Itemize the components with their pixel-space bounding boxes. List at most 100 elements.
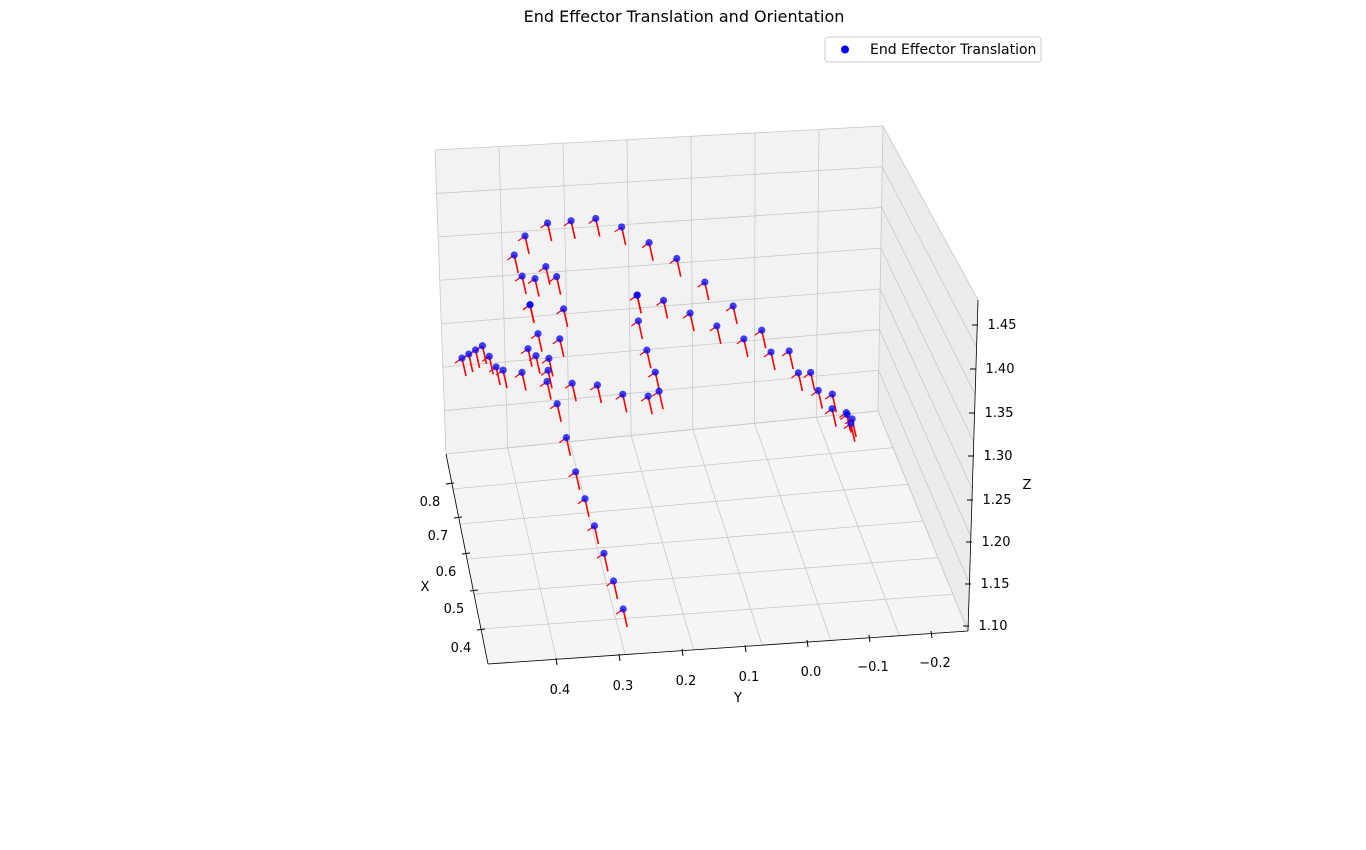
- translation-points: [458, 214, 856, 613]
- data-point: [518, 368, 526, 376]
- x-tick-mark: [461, 552, 471, 555]
- data-point: [659, 296, 668, 304]
- data-point: [673, 254, 681, 263]
- x-axis-label: X: [421, 580, 430, 595]
- grid-line: [562, 143, 570, 442]
- grid-line: [466, 520, 924, 560]
- data-point: [465, 350, 473, 358]
- x-tick-label: 0.7: [428, 529, 449, 544]
- data-point: [848, 415, 856, 423]
- data-point: [544, 366, 552, 374]
- grid-line: [690, 136, 694, 430]
- grid-line: [881, 166, 977, 348]
- grid-line: [498, 146, 509, 448]
- grid-line: [480, 593, 954, 630]
- data-point: [478, 342, 487, 350]
- grid-line: [815, 417, 900, 636]
- z-tick-label: 1.45: [988, 318, 1017, 333]
- data-point: [526, 301, 534, 309]
- data-point: [600, 549, 608, 557]
- data-point: [644, 392, 652, 400]
- y-axis-label: Y: [733, 691, 742, 706]
- legend-marker: [841, 45, 849, 54]
- data-point: [655, 387, 663, 395]
- legend-label: End Effector Translation: [870, 42, 1036, 58]
- data-point: [593, 381, 601, 389]
- grid-line: [815, 129, 820, 418]
- x-tick-label: 0.6: [436, 565, 457, 580]
- data-point: [485, 352, 493, 360]
- z-tick-label: 1.35: [985, 406, 1014, 421]
- y-tick-mark: [806, 639, 809, 648]
- x-tick-mark: [453, 516, 463, 519]
- z-tick-label: 1.20: [982, 535, 1011, 550]
- legend-box: [824, 36, 1042, 63]
- y-tick-label: 0.3: [613, 679, 634, 694]
- y-tick-mark: [930, 630, 933, 639]
- y-tick-mark: [868, 634, 871, 643]
- y-tick-mark: [744, 644, 747, 653]
- data-point: [618, 223, 626, 231]
- grid-line: [438, 207, 882, 238]
- grid-line: [877, 410, 969, 632]
- grid-line: [692, 429, 763, 646]
- data-point: [785, 347, 793, 355]
- y-tick-label: 0.1: [739, 670, 760, 685]
- grid-line: [434, 149, 447, 455]
- grid-line: [877, 125, 884, 412]
- data-point: [499, 366, 507, 374]
- data-point: [590, 522, 599, 530]
- data-point: [572, 468, 580, 476]
- data-point: [619, 605, 627, 613]
- grid-line: [439, 247, 881, 281]
- chart-title: End Effector Translation and Orientation: [524, 7, 845, 26]
- legend: End Effector Translation: [824, 36, 1042, 63]
- y-tick-label: −0.2: [919, 656, 951, 671]
- grid-lines: [434, 125, 979, 665]
- data-point: [701, 278, 709, 286]
- z-tick-label: 1.15: [981, 577, 1010, 592]
- axes-panes: [435, 126, 978, 664]
- data-point: [532, 352, 540, 360]
- grid-line: [878, 370, 970, 584]
- grid-line: [879, 329, 972, 537]
- z-tick-label: 1.10: [979, 619, 1008, 634]
- z-tick-label: 1.30: [984, 449, 1013, 464]
- grid-line: [452, 447, 894, 490]
- z-axis-line: [967, 299, 979, 632]
- data-point: [543, 219, 552, 227]
- data-point: [553, 400, 561, 408]
- data-point: [458, 354, 466, 362]
- x-tick-label: 0.5: [444, 602, 465, 617]
- grid-line: [441, 288, 881, 325]
- z-tick-label: 1.25: [983, 493, 1012, 508]
- x-tick-mark: [445, 482, 455, 485]
- data-point: [521, 232, 529, 240]
- data-point: [740, 335, 748, 343]
- grid-line: [434, 125, 884, 151]
- y-tick-label: 0.2: [676, 674, 697, 689]
- grid-line: [879, 288, 973, 490]
- z-axis-label: Z: [1023, 478, 1032, 493]
- z-ticks: 1.45 1.40 1.35 1.30 1.25 1.20 1.15 1.10: [963, 318, 1016, 634]
- data-point: [492, 363, 500, 371]
- data-point: [568, 379, 576, 387]
- data-point: [645, 239, 653, 247]
- data-point: [556, 335, 564, 343]
- data-point: [567, 217, 575, 225]
- data-point: [531, 275, 539, 283]
- x-tick-mark: [469, 589, 479, 592]
- data-point: [828, 390, 836, 398]
- y-tick-label: 0.4: [550, 683, 571, 698]
- grid-line: [880, 247, 975, 443]
- grid-line: [882, 125, 979, 301]
- data-point: [581, 495, 589, 503]
- grid-line: [445, 410, 879, 455]
- data-point: [713, 322, 721, 330]
- data-point: [559, 305, 568, 313]
- data-point: [542, 263, 550, 271]
- data-point: [633, 291, 641, 299]
- data-point: [510, 251, 518, 259]
- z-tick-label: 1.40: [986, 362, 1015, 377]
